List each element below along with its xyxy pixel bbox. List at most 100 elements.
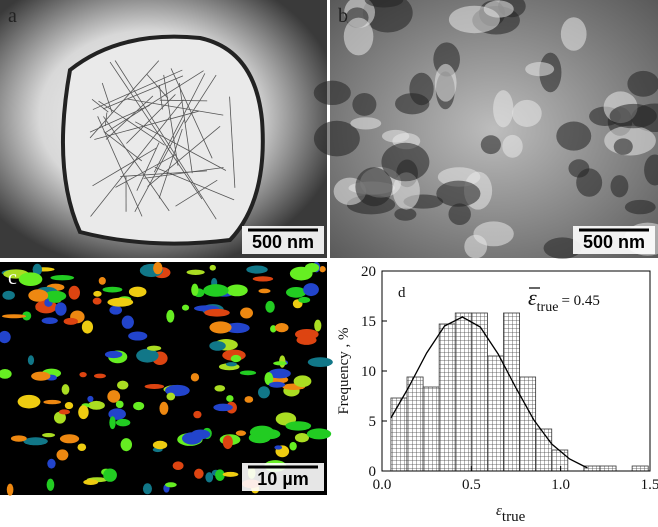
grain bbox=[297, 335, 317, 345]
grain bbox=[166, 310, 174, 323]
grain bbox=[28, 289, 48, 301]
grain bbox=[226, 285, 247, 297]
grain bbox=[305, 263, 319, 272]
grain bbox=[28, 355, 34, 365]
grain bbox=[122, 316, 134, 329]
panel-label: a bbox=[8, 5, 17, 27]
grain bbox=[210, 265, 216, 271]
scale-bar-label: 500 nm bbox=[583, 232, 645, 252]
grain bbox=[69, 286, 80, 300]
grain bbox=[133, 402, 144, 410]
grain bbox=[240, 307, 253, 318]
texture bbox=[314, 81, 351, 105]
grain bbox=[294, 375, 312, 387]
texture bbox=[473, 221, 513, 246]
annotation: εtrue= 0.45 bbox=[528, 285, 600, 315]
texture bbox=[610, 104, 657, 128]
grain bbox=[145, 384, 165, 389]
grain bbox=[191, 284, 198, 296]
y-tick-label: 5 bbox=[369, 414, 377, 430]
grain bbox=[153, 262, 162, 274]
grain bbox=[166, 393, 175, 401]
grain bbox=[116, 401, 124, 408]
grain bbox=[143, 483, 152, 494]
scale-bar-label: 10 µm bbox=[257, 469, 308, 489]
bar bbox=[423, 387, 439, 471]
grain bbox=[240, 370, 256, 375]
x-axis-subscript: true bbox=[502, 509, 526, 525]
texture bbox=[350, 117, 381, 129]
grain bbox=[49, 297, 62, 303]
texture bbox=[448, 203, 470, 225]
grain bbox=[285, 421, 311, 430]
page: {"panels": [ {"label": "a", "scale_bar":… bbox=[0, 0, 658, 527]
grain bbox=[289, 442, 296, 451]
texture bbox=[355, 167, 392, 206]
grain bbox=[82, 320, 93, 333]
grain bbox=[23, 437, 47, 445]
bar bbox=[471, 313, 487, 471]
texture bbox=[614, 138, 633, 155]
grain bbox=[303, 283, 319, 296]
grain bbox=[50, 275, 74, 280]
grain bbox=[153, 441, 167, 450]
texture bbox=[484, 1, 514, 18]
grain bbox=[159, 402, 168, 415]
grain bbox=[109, 306, 122, 315]
grain bbox=[121, 438, 132, 451]
bar bbox=[552, 450, 568, 471]
grain bbox=[109, 416, 115, 429]
grain bbox=[295, 433, 309, 442]
bar bbox=[536, 429, 552, 471]
grain bbox=[223, 435, 233, 449]
grain bbox=[57, 449, 69, 460]
annotation-symbol: ε bbox=[528, 285, 537, 310]
grain bbox=[265, 301, 274, 313]
grain bbox=[47, 479, 55, 491]
grain bbox=[19, 272, 43, 286]
grain bbox=[83, 479, 98, 485]
grain bbox=[273, 361, 287, 365]
grain bbox=[103, 287, 123, 293]
grain bbox=[79, 372, 86, 377]
grain bbox=[246, 266, 267, 274]
micrographs bbox=[0, 0, 658, 496]
texture bbox=[409, 73, 433, 106]
grain bbox=[187, 270, 205, 275]
grain bbox=[116, 419, 130, 426]
grain bbox=[99, 277, 106, 285]
grain bbox=[209, 341, 225, 351]
annotation-subscript: true bbox=[537, 300, 559, 315]
grain bbox=[59, 409, 70, 414]
grain bbox=[117, 381, 128, 390]
grain bbox=[255, 426, 262, 436]
grain bbox=[226, 362, 237, 366]
grain bbox=[319, 266, 325, 272]
grain bbox=[274, 445, 282, 449]
grain bbox=[226, 395, 233, 402]
grain bbox=[298, 297, 310, 303]
grain bbox=[11, 435, 27, 441]
annotation-text: = 0.45 bbox=[561, 293, 599, 309]
y-tick-label: 20 bbox=[361, 264, 376, 280]
texture bbox=[611, 175, 629, 197]
x-tick-label: 1.5 bbox=[641, 477, 658, 493]
grain bbox=[258, 386, 270, 398]
texture bbox=[512, 100, 542, 127]
grain bbox=[88, 401, 105, 410]
grain bbox=[147, 346, 161, 351]
grain bbox=[62, 384, 70, 394]
grain bbox=[191, 429, 210, 439]
grain bbox=[223, 472, 239, 477]
texture bbox=[382, 130, 409, 143]
grain bbox=[307, 428, 331, 439]
grain bbox=[191, 373, 199, 381]
grain bbox=[314, 320, 321, 332]
bar bbox=[503, 313, 519, 471]
grain bbox=[214, 385, 225, 391]
y-axis-label: Frequency , % bbox=[336, 327, 352, 414]
grain bbox=[308, 357, 333, 367]
bar bbox=[407, 377, 423, 471]
grain bbox=[194, 469, 204, 479]
grain bbox=[250, 426, 274, 440]
